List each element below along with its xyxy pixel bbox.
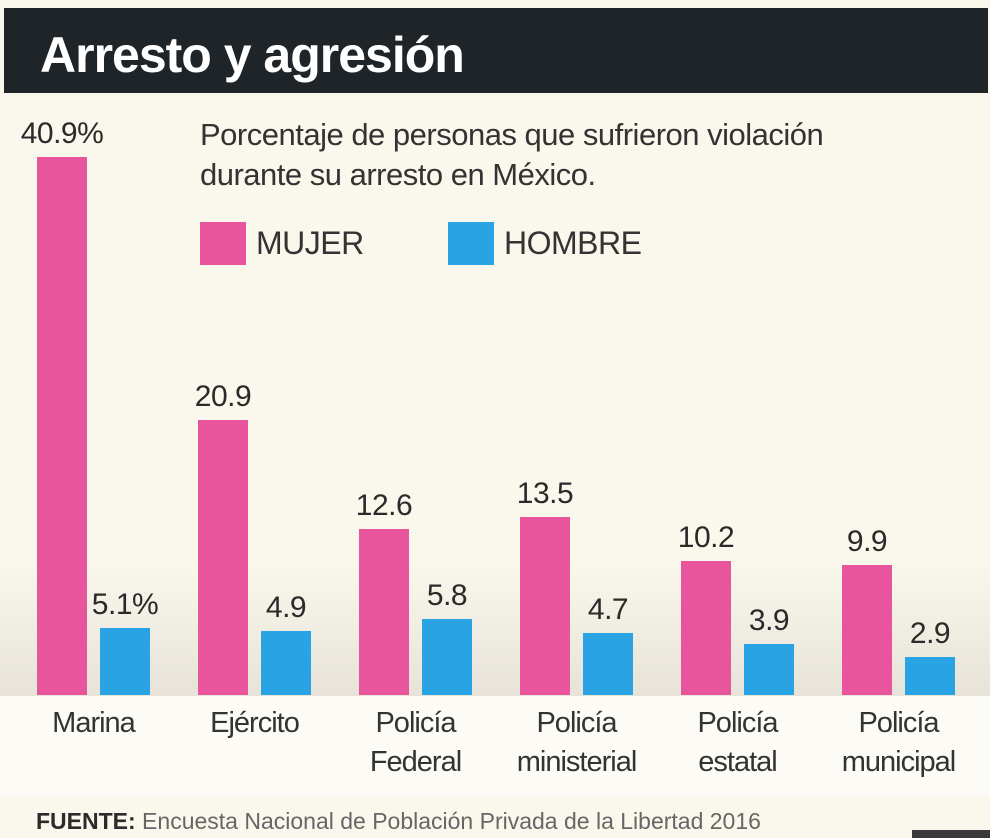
bar-mujer-policia-ministerial: [520, 517, 570, 695]
legend-label-mujer: MUJER: [256, 225, 364, 261]
category-label-line: Policía: [375, 707, 456, 739]
chart-title: Arresto y agresión: [40, 27, 465, 83]
bar-hombre-marina: [100, 627, 150, 695]
category-label-line: municipal: [841, 746, 957, 778]
category-label-policia-estatal: Policía estatal: [663, 704, 813, 782]
subtitle-line-2: durante su arresto en México.: [200, 157, 596, 192]
data-label-hombre-policia-municipal: 2.9: [909, 616, 951, 650]
data-label-mujer-policia-municipal: 9.9: [846, 524, 888, 558]
legend-item-mujer: MUJER: [200, 222, 364, 265]
bar-mujer-policia-estatal: [681, 560, 731, 695]
category-label-line: Federal: [369, 746, 462, 778]
legend-label-hombre: HOMBRE: [504, 225, 642, 261]
category-label-ejercito: Ejército: [180, 704, 330, 743]
data-label-mujer-ejercito: 20.9: [194, 380, 252, 414]
category-label-policia-federal: Policía Federal: [341, 704, 491, 782]
source-text: Encuesta Nacional de Población Privada d…: [135, 808, 761, 834]
bar-hombre-policia-estatal: [744, 643, 794, 695]
bar-hombre-policia-ministerial: [583, 633, 633, 695]
bar-mujer-policia-federal: [359, 529, 409, 695]
category-label-policia-ministerial: Policía ministerial: [502, 704, 652, 782]
category-label-line: Policía: [697, 707, 778, 739]
title-bar: Arresto y agresión: [4, 8, 988, 93]
category-label-band: [0, 696, 990, 796]
chart-subtitle: Porcentaje de personas que sufrieron vio…: [200, 115, 824, 195]
data-label-hombre-ejercito: 4.9: [265, 590, 307, 624]
bar-mujer-marina: [37, 157, 87, 695]
data-label-hombre-policia-estatal: 3.9: [748, 603, 790, 637]
category-label-line: Ejército: [210, 707, 300, 739]
source-note: FUENTE: Encuesta Nacional de Población P…: [36, 808, 761, 835]
legend-swatch-mujer: [200, 222, 246, 265]
bar-hombre-policia-federal: [422, 618, 472, 695]
corner-decoration: [912, 830, 990, 838]
bar-mujer-policia-municipal: [842, 564, 892, 695]
source-label: FUENTE:: [36, 808, 136, 834]
bar-mujer-ejercito: [198, 420, 248, 695]
data-label-mujer-policia-federal: 12.6: [355, 489, 413, 523]
data-label-hombre-marina: 5.1%: [91, 587, 159, 621]
category-label-line: estatal: [698, 746, 777, 778]
bar-hombre-policia-municipal: [905, 656, 955, 695]
category-label-line: Policía: [858, 707, 939, 739]
legend-item-hombre: HOMBRE: [448, 222, 642, 265]
data-label-mujer-policia-estatal: 10.2: [677, 520, 735, 554]
subtitle-line-1: Porcentaje de personas que sufrieron vio…: [200, 117, 824, 152]
bar-hombre-ejercito: [261, 630, 311, 695]
plot-shading: [0, 560, 990, 696]
data-label-mujer-marina: 40.9%: [20, 117, 104, 150]
category-label-line: Marina: [52, 707, 136, 739]
legend-swatch-hombre: [448, 222, 494, 265]
data-label-hombre-policia-ministerial: 4.7: [587, 593, 629, 627]
category-label-line: ministerial: [516, 746, 638, 778]
category-label-policia-municipal: Policía municipal: [824, 704, 974, 782]
data-label-mujer-policia-ministerial: 13.5: [516, 477, 574, 511]
data-label-hombre-policia-federal: 5.8: [426, 578, 468, 612]
category-label-line: Policía: [536, 707, 617, 739]
category-label-marina: Marina: [19, 704, 169, 743]
